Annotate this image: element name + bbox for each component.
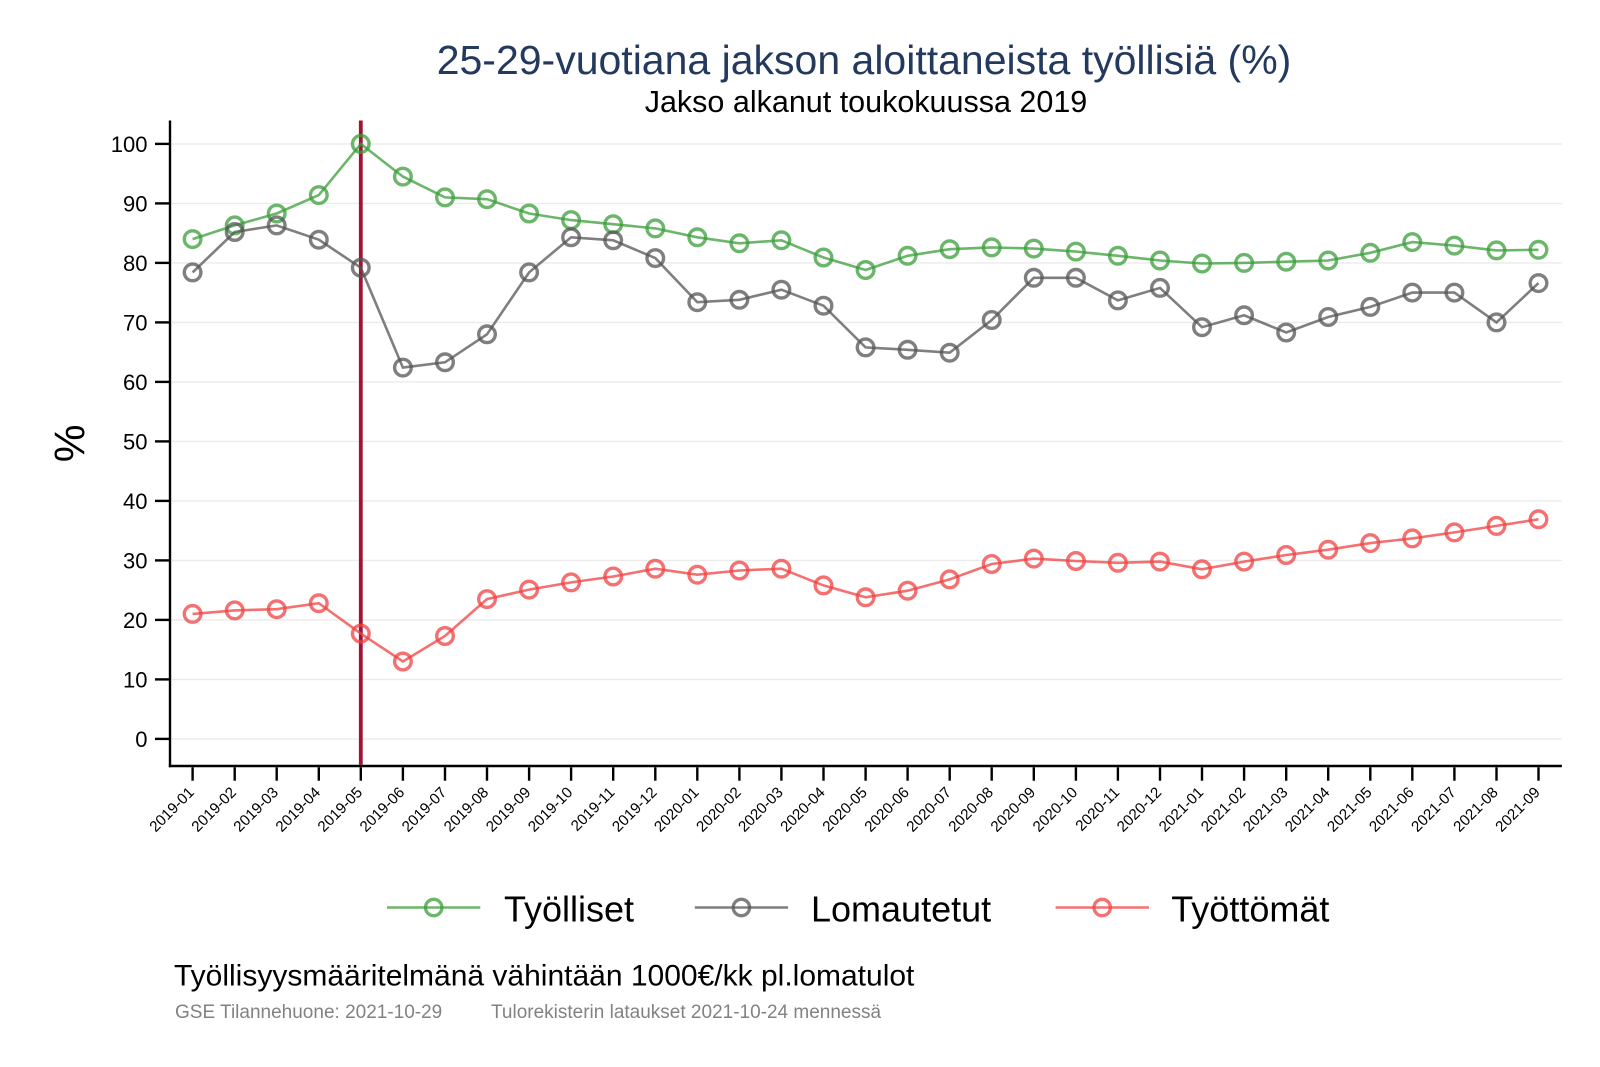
- svg-text:Jakso alkanut toukokuussa 2019: Jakso alkanut toukokuussa 2019: [645, 85, 1088, 119]
- svg-text:%: %: [48, 425, 95, 463]
- svg-text:50: 50: [123, 429, 147, 454]
- svg-text:100: 100: [111, 132, 148, 157]
- svg-text:60: 60: [123, 370, 147, 395]
- svg-text:30: 30: [123, 548, 147, 573]
- svg-text:80: 80: [123, 251, 147, 276]
- svg-text:40: 40: [123, 489, 147, 514]
- svg-text:0: 0: [135, 727, 147, 752]
- svg-text:Lomautetut: Lomautetut: [811, 889, 991, 930]
- svg-text:20: 20: [123, 608, 147, 633]
- svg-text:Tulorekisterin lataukset 2021-: Tulorekisterin lataukset 2021-10-24 menn…: [491, 1002, 881, 1023]
- svg-text:Työlliset: Työlliset: [504, 889, 634, 930]
- svg-text:GSE Tilannehuone: 2021-10-29: GSE Tilannehuone: 2021-10-29: [175, 1002, 442, 1023]
- svg-text:Työttömät: Työttömät: [1171, 889, 1329, 930]
- svg-text:90: 90: [123, 191, 147, 216]
- svg-text:Työllisyysmääritelmänä vähintä: Työllisyysmääritelmänä vähintään 1000€/k…: [174, 960, 915, 993]
- svg-text:25-29-vuotiana jakson aloittan: 25-29-vuotiana jakson aloittaneista työl…: [437, 37, 1292, 83]
- svg-text:10: 10: [123, 667, 147, 692]
- svg-text:70: 70: [123, 310, 147, 335]
